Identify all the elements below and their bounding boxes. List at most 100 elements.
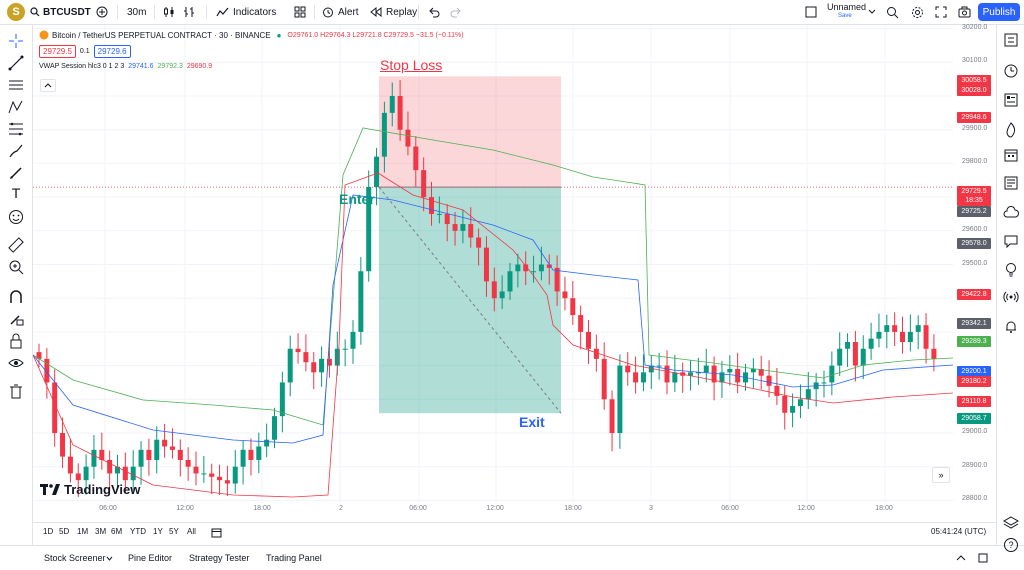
sell-price-box[interactable]: 29729.5 xyxy=(39,45,76,58)
interval-selector[interactable]: 30m xyxy=(127,6,147,18)
zoom-in-icon[interactable] xyxy=(8,259,24,275)
tab-trading-panel[interactable]: Trading Panel xyxy=(266,553,322,563)
redo-icon[interactable] xyxy=(450,0,462,24)
magnet-icon[interactable] xyxy=(8,289,24,305)
calendar-icon[interactable] xyxy=(1003,147,1019,163)
range-button-5y[interactable]: 5Y xyxy=(169,527,179,536)
pattern-icon[interactable] xyxy=(8,99,24,115)
candle-body xyxy=(633,372,639,383)
range-button-ytd[interactable]: YTD xyxy=(130,527,146,536)
price-axis-label: 30100.0 xyxy=(962,57,988,65)
replay-button[interactable]: Replay xyxy=(370,0,417,24)
alerts-clock-icon[interactable] xyxy=(1003,62,1019,78)
eye-icon[interactable] xyxy=(8,355,24,371)
range-button-all[interactable]: All xyxy=(187,527,196,536)
clock-time[interactable]: 05:41:24 (UTC) xyxy=(931,527,987,536)
candle-body xyxy=(625,365,631,373)
price-badge: 29342.1 xyxy=(957,318,991,329)
alert-button[interactable]: Alert xyxy=(322,0,359,24)
replay-icon xyxy=(370,6,382,18)
candle-body xyxy=(279,382,285,417)
collapse-panel-icon[interactable] xyxy=(956,554,966,562)
pencil-icon[interactable] xyxy=(8,165,24,181)
indicators-button[interactable]: Indicators xyxy=(216,0,276,24)
ohlc-values: O29761.0 H29764.3 L29721.8 C29729.5 −31.… xyxy=(287,31,464,39)
vwap-name[interactable]: VWAP Session hlc3 0 1 2 3 xyxy=(39,63,125,70)
chat-icon[interactable] xyxy=(1003,233,1019,249)
candle-body xyxy=(821,382,827,384)
price-chart[interactable] xyxy=(33,25,996,520)
layout-name[interactable]: Unnamed xyxy=(827,2,867,12)
calendar-icon[interactable] xyxy=(211,527,222,538)
lock-drawing-icon[interactable] xyxy=(8,311,24,327)
user-avatar[interactable]: S xyxy=(7,3,25,21)
emoji-icon[interactable] xyxy=(8,209,24,225)
time-axis-label: 06:00 xyxy=(99,505,117,512)
settings-gear-icon[interactable] xyxy=(911,0,924,24)
range-button-5d[interactable]: 5D xyxy=(59,527,70,536)
candle-body xyxy=(554,267,560,292)
indicators-label: Indicators xyxy=(233,6,277,18)
candle-body xyxy=(350,331,356,349)
streams-broadcast-icon[interactable] xyxy=(1003,289,1019,305)
price-badge: 30028.0 xyxy=(957,85,991,96)
chevron-down-icon[interactable] xyxy=(106,556,113,561)
exit-label: Exit xyxy=(519,414,545,430)
candle-body xyxy=(115,466,120,474)
crosshair-icon[interactable] xyxy=(8,33,24,49)
layouts-grid-icon[interactable] xyxy=(294,0,306,24)
news-icon[interactable] xyxy=(1003,175,1019,191)
buy-price-box[interactable]: 29729.6 xyxy=(93,45,131,58)
trash-icon[interactable] xyxy=(8,383,24,399)
chevron-down-icon[interactable] xyxy=(868,0,876,24)
lock-icon[interactable] xyxy=(8,333,24,349)
candle-body xyxy=(915,325,921,332)
tab-stock-screener[interactable]: Stock Screener xyxy=(44,553,106,563)
candle-body xyxy=(248,449,254,460)
ideas-cloud-icon[interactable] xyxy=(1003,205,1019,221)
hotlists-flame-icon[interactable] xyxy=(1003,122,1019,138)
tab-strategy-tester[interactable]: Strategy Tester xyxy=(189,553,250,563)
fullscreen-icon[interactable] xyxy=(935,0,947,24)
chart-pane[interactable] xyxy=(33,25,996,520)
range-button-1y[interactable]: 1Y xyxy=(153,527,163,536)
quick-search-icon[interactable] xyxy=(886,0,899,24)
price-axis-label: 29000.0 xyxy=(962,428,988,435)
price-badge: 18:35 xyxy=(957,195,991,206)
compare-add-icon[interactable] xyxy=(96,0,108,24)
trend-line-icon[interactable] xyxy=(8,55,24,71)
horizontal-lines-icon[interactable] xyxy=(8,77,24,93)
ruler-icon[interactable] xyxy=(8,237,24,253)
price-badge: 29289.3 xyxy=(957,336,991,347)
notifications-bell-icon[interactable] xyxy=(1003,318,1019,334)
collapse-legend-button[interactable] xyxy=(40,79,56,92)
candle-body xyxy=(805,389,811,400)
candle-body xyxy=(146,449,152,460)
candle-body xyxy=(586,331,591,349)
layers-icon[interactable] xyxy=(1003,515,1019,531)
idea-bulb-icon[interactable] xyxy=(1003,261,1019,277)
watchlist-icon[interactable] xyxy=(1003,32,1019,48)
scroll-right-icon[interactable]: » xyxy=(932,467,950,483)
tab-pine-editor[interactable]: Pine Editor xyxy=(128,553,173,563)
camera-icon[interactable] xyxy=(958,0,971,24)
maximize-panel-icon[interactable] xyxy=(978,553,988,563)
help-icon[interactable]: ? xyxy=(1003,537,1019,553)
candle-body xyxy=(876,331,882,339)
text-tool-icon[interactable]: T xyxy=(11,185,21,201)
range-button-3m[interactable]: 3M xyxy=(95,527,107,536)
candles-icon[interactable] xyxy=(163,0,175,24)
range-button-1m[interactable]: 1M xyxy=(77,527,89,536)
brush-icon[interactable] xyxy=(8,143,24,159)
layout-checkbox-icon[interactable] xyxy=(805,0,817,24)
range-button-1d[interactable]: 1D xyxy=(43,527,54,536)
range-button-6m[interactable]: 6M xyxy=(111,527,123,536)
chart-type-icon[interactable] xyxy=(183,0,195,24)
symbol-search[interactable]: BTCUSDT xyxy=(30,0,91,24)
price-badge: 29729.5 xyxy=(957,186,991,197)
candle-body xyxy=(868,338,874,349)
data-window-icon[interactable] xyxy=(1003,92,1019,108)
undo-icon[interactable] xyxy=(428,0,440,24)
publish-button[interactable]: Publish xyxy=(978,3,1020,21)
fib-icon[interactable] xyxy=(8,121,24,137)
